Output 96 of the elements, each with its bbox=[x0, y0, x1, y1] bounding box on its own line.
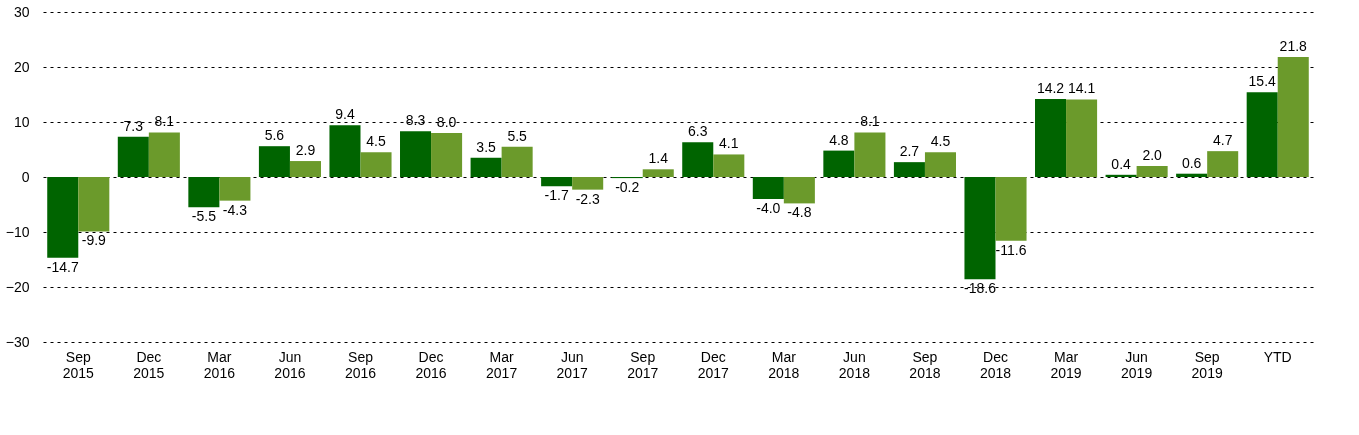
data-label: -0.2 bbox=[615, 179, 640, 196]
y-tick-label: −20 bbox=[5, 278, 30, 295]
y-tick-label: 30 bbox=[13, 3, 30, 20]
data-label: 14.1 bbox=[1067, 80, 1096, 97]
bar bbox=[642, 169, 674, 177]
x-tick-label: Mar 2017 bbox=[486, 348, 518, 381]
bar bbox=[400, 131, 432, 177]
x-tick-label: Mar 2018 bbox=[768, 348, 800, 381]
data-label: -18.6 bbox=[964, 280, 997, 297]
bar bbox=[1066, 99, 1098, 177]
bar bbox=[854, 132, 886, 177]
bar bbox=[924, 152, 956, 177]
data-label: 4.5 bbox=[930, 133, 951, 150]
bar bbox=[541, 177, 573, 187]
bar bbox=[47, 177, 79, 258]
data-label: 7.3 bbox=[123, 117, 144, 134]
x-tick-label: Sep 2019 bbox=[1191, 348, 1223, 381]
data-label: 2.7 bbox=[899, 143, 920, 160]
data-label: -4.0 bbox=[756, 200, 781, 216]
data-label: 4.5 bbox=[366, 133, 386, 150]
data-label: 4.7 bbox=[1212, 132, 1233, 149]
x-tick-label: Jun 2016 bbox=[274, 348, 306, 381]
data-label: 6.3 bbox=[688, 123, 708, 140]
data-label: -14.7 bbox=[46, 258, 79, 275]
bar bbox=[431, 133, 463, 177]
data-label: -1.7 bbox=[544, 187, 569, 204]
x-tick-label: Jun 2017 bbox=[556, 348, 588, 381]
x-tick-label: Jun 2019 bbox=[1121, 348, 1153, 381]
data-label: -5.5 bbox=[191, 208, 217, 225]
bar bbox=[1246, 92, 1278, 177]
data-label: 14.2 bbox=[1036, 79, 1065, 96]
bar bbox=[823, 150, 855, 177]
x-tick-label: Jun 2018 bbox=[838, 348, 871, 381]
data-label: 8.1 bbox=[860, 113, 880, 130]
data-label: 0.4 bbox=[1111, 155, 1132, 172]
data-label: 15.4 bbox=[1248, 73, 1277, 90]
bar bbox=[783, 177, 815, 204]
bar bbox=[1105, 174, 1137, 177]
data-label: 4.8 bbox=[829, 131, 849, 148]
y-tick-label: 0 bbox=[21, 168, 30, 185]
data-label: 5.5 bbox=[507, 127, 528, 144]
x-tick-label: Sep 2015 bbox=[62, 348, 95, 381]
bar bbox=[752, 177, 784, 199]
bar bbox=[1136, 166, 1168, 177]
data-label: 8.3 bbox=[405, 112, 426, 129]
y-tick-label: 20 bbox=[13, 58, 30, 75]
data-label: -9.9 bbox=[81, 232, 107, 249]
data-label: 2.9 bbox=[295, 142, 316, 159]
data-label: 8.0 bbox=[436, 114, 457, 130]
x-tick-label: Mar 2019 bbox=[1050, 348, 1082, 381]
bar bbox=[289, 161, 321, 177]
bar bbox=[1176, 173, 1208, 177]
x-tick-label: Dec 2017 bbox=[697, 348, 730, 381]
data-label: 8.1 bbox=[154, 113, 175, 130]
bar bbox=[501, 146, 533, 177]
data-label: -4.8 bbox=[787, 204, 812, 221]
y-tick-label: −10 bbox=[5, 223, 30, 240]
bar bbox=[572, 177, 604, 190]
bar bbox=[713, 154, 745, 177]
x-tick-label: Sep 2018 bbox=[909, 348, 941, 381]
bar bbox=[1035, 98, 1067, 177]
data-label: 0.6 bbox=[1181, 154, 1202, 171]
bar bbox=[360, 152, 392, 177]
bar bbox=[995, 177, 1027, 241]
y-tick-label: −30 bbox=[5, 333, 30, 350]
bar bbox=[78, 177, 110, 232]
x-tick-label: Dec 2015 bbox=[133, 348, 165, 381]
y-tick-label: 10 bbox=[13, 113, 30, 130]
bar bbox=[329, 125, 361, 177]
x-tick-label: Sep 2017 bbox=[627, 348, 659, 381]
bar bbox=[258, 146, 290, 177]
bar bbox=[682, 142, 714, 177]
data-label: 5.6 bbox=[264, 127, 285, 144]
data-label: -4.3 bbox=[222, 201, 248, 218]
data-label: 9.4 bbox=[335, 106, 355, 123]
x-tick-label: Sep 2016 bbox=[344, 348, 377, 381]
bar bbox=[964, 177, 996, 280]
bar bbox=[893, 162, 925, 177]
bar bbox=[1277, 57, 1309, 177]
bar bbox=[470, 157, 502, 177]
data-label: 21.8 bbox=[1279, 38, 1308, 55]
bar bbox=[219, 177, 251, 201]
x-tick-label: Dec 2018 bbox=[979, 348, 1012, 381]
data-label: -2.3 bbox=[575, 190, 600, 207]
bar bbox=[148, 132, 180, 177]
bar bbox=[1207, 151, 1239, 177]
data-label: 4.1 bbox=[719, 135, 739, 152]
data-label: -11.6 bbox=[995, 241, 1027, 258]
x-tick-label: Mar 2016 bbox=[203, 348, 236, 381]
data-label: 3.5 bbox=[476, 138, 497, 155]
x-tick-label: YTD bbox=[1263, 348, 1292, 365]
data-label: 2.0 bbox=[1142, 147, 1163, 163]
bar bbox=[188, 177, 220, 208]
x-tick-label: Dec 2016 bbox=[415, 348, 447, 381]
bar bbox=[117, 136, 149, 177]
data-label: 1.4 bbox=[648, 150, 669, 167]
